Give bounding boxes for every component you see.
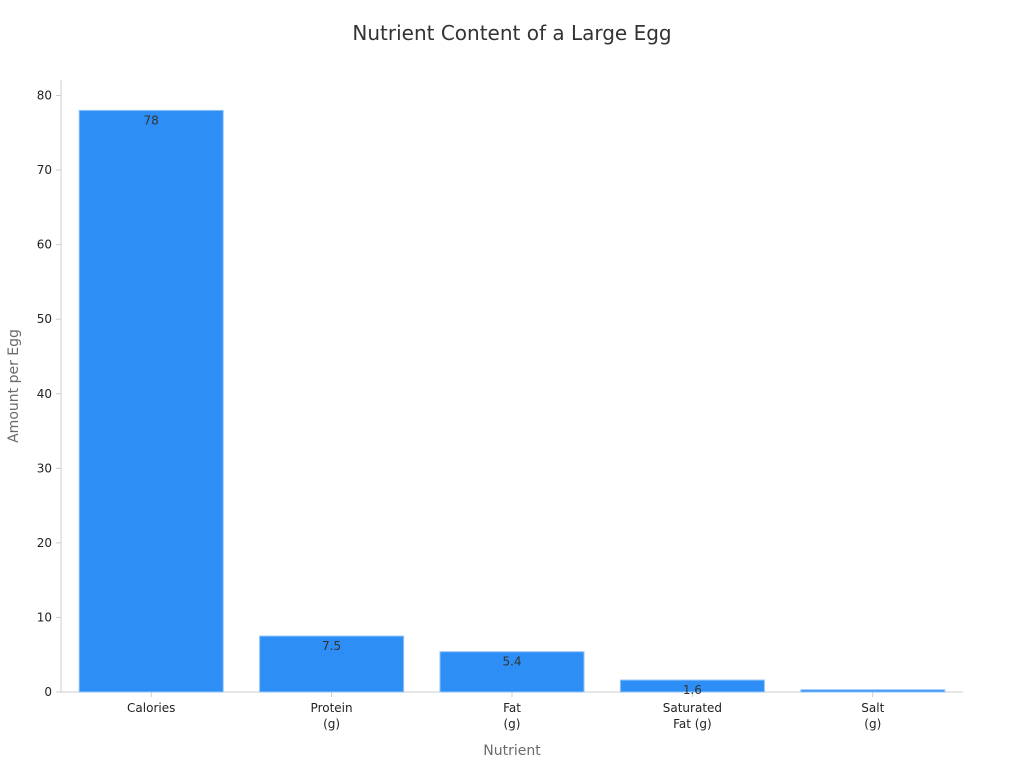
bar-value-label: 1.6 bbox=[683, 683, 702, 697]
x-tick-label: Saturated Fat (g) bbox=[663, 701, 722, 731]
bar-value-label: 5.4 bbox=[502, 655, 521, 669]
y-tick-label: 70 bbox=[37, 163, 52, 177]
x-tick-label: Salt (g) bbox=[861, 701, 884, 731]
x-tick-label: Calories bbox=[127, 701, 175, 715]
y-tick-label: 50 bbox=[37, 312, 52, 326]
bar bbox=[259, 635, 405, 693]
x-axis: Calories Protein (g) Fat (g) Saturated Fat (g)… bbox=[61, 691, 963, 731]
bar bbox=[800, 689, 946, 693]
y-tick-label: 20 bbox=[37, 536, 52, 550]
y-tick-label: 40 bbox=[37, 387, 52, 401]
bar bbox=[78, 109, 224, 693]
bar-value-label: 78 bbox=[144, 113, 159, 127]
x-tick-label: Protein (g) bbox=[311, 701, 353, 731]
y-tick-label: 80 bbox=[37, 89, 52, 103]
x-tick-label: Fat (g) bbox=[503, 701, 521, 731]
y-tick-label: 10 bbox=[37, 610, 52, 624]
y-tick-label: 60 bbox=[37, 238, 52, 252]
y-axis: 0 10 20 30 40 50 60 70 80 bbox=[37, 80, 62, 699]
x-axis-title: Nutrient bbox=[483, 743, 541, 759]
y-tick-label: 0 bbox=[44, 685, 52, 699]
bar bbox=[619, 679, 765, 693]
y-tick-label: 30 bbox=[37, 461, 52, 475]
bar bbox=[439, 651, 585, 693]
chart-title: Nutrient Content of a Large Egg bbox=[352, 21, 671, 45]
bars bbox=[78, 109, 946, 693]
y-axis-title: Amount per Egg bbox=[6, 329, 22, 443]
bar-value-label: 7.5 bbox=[322, 639, 341, 653]
bar-labels: 78 7.5 5.4 1.6 bbox=[144, 113, 702, 697]
